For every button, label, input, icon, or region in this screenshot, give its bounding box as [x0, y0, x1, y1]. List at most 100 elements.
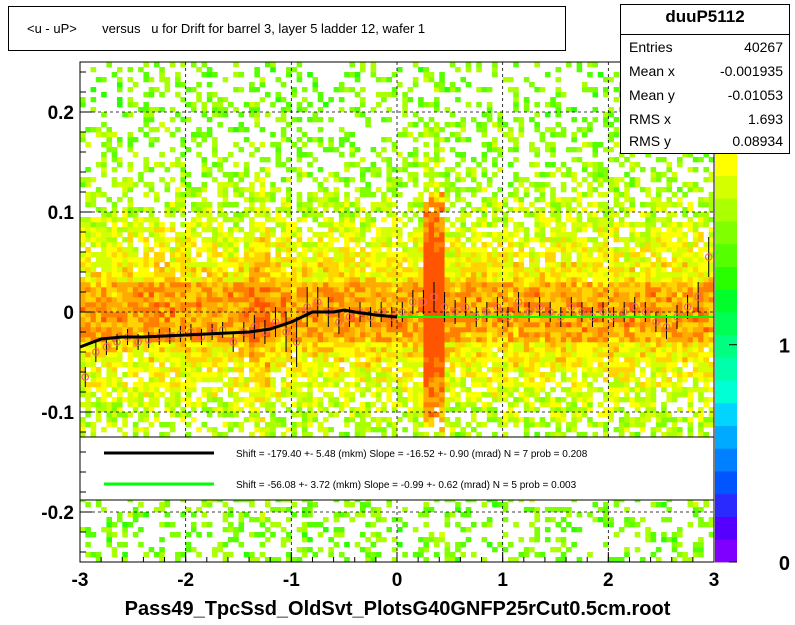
heatmap-cell: [201, 277, 208, 283]
heatmap-cell: [502, 367, 509, 373]
heatmap-cell: [101, 382, 107, 388]
heatmap-cell: [513, 402, 519, 408]
heatmap-cell: [439, 277, 445, 283]
heatmap-cell: [206, 72, 213, 78]
heatmap-cell: [423, 67, 429, 73]
heatmap-cell: [433, 207, 440, 213]
heatmap-cell: [507, 132, 514, 138]
heatmap-cell: [222, 312, 229, 318]
heatmap-cell: [460, 222, 466, 228]
heatmap-cell: [164, 127, 171, 133]
heatmap-cell: [275, 267, 282, 273]
heatmap-cell: [95, 557, 102, 563]
heatmap-cell: [175, 187, 181, 193]
heatmap-cell: [307, 227, 313, 233]
heatmap-cell: [381, 262, 387, 268]
heatmap-cell: [206, 297, 213, 303]
heatmap-cell: [307, 282, 313, 288]
heatmap-cell: [344, 327, 350, 333]
heatmap-cell: [143, 302, 149, 308]
heatmap-cell: [301, 372, 308, 378]
heatmap-cell: [227, 522, 234, 528]
heatmap-cell: [227, 412, 234, 418]
heatmap-cell: [354, 72, 361, 78]
heatmap-cell: [254, 122, 260, 128]
heatmap-cell: [317, 232, 324, 238]
heatmap-cell: [455, 257, 461, 263]
heatmap-cell: [370, 347, 377, 353]
heatmap-cell: [169, 162, 176, 168]
heatmap-cell: [264, 382, 271, 388]
heatmap-cell: [465, 422, 472, 428]
heatmap-cell: [238, 297, 245, 303]
heatmap-cell: [317, 402, 324, 408]
heatmap-cell: [397, 357, 403, 363]
heatmap-cell: [217, 242, 223, 248]
heatmap-cell: [370, 192, 377, 198]
heatmap-cell: [365, 332, 371, 338]
heatmap-cell: [428, 382, 435, 388]
heatmap-cell: [397, 337, 403, 343]
heatmap-cell: [122, 327, 128, 333]
heatmap-cell: [196, 92, 202, 98]
heatmap-cell: [291, 227, 297, 233]
heatmap-cell: [201, 372, 208, 378]
heatmap-cell: [175, 292, 181, 298]
heatmap-cell: [370, 72, 377, 78]
heatmap-cell: [185, 237, 192, 243]
heatmap-cell: [391, 92, 398, 98]
heatmap-cell: [312, 87, 319, 93]
heatmap-cell: [386, 302, 393, 308]
heatmap-cell: [259, 192, 266, 198]
heatmap-cell: [101, 387, 107, 393]
heatmap-cell: [523, 332, 530, 338]
heatmap-cell: [85, 237, 91, 243]
heatmap-cell: [180, 312, 186, 318]
heatmap-cell: [391, 432, 398, 438]
heatmap-cell: [264, 397, 271, 403]
heatmap-cell: [381, 432, 387, 438]
heatmap-cell: [365, 252, 371, 258]
heatmap-cell: [397, 527, 403, 533]
heatmap-cell: [116, 262, 123, 268]
heatmap-cell: [175, 82, 181, 88]
heatmap-cell: [338, 392, 345, 398]
heatmap-cell: [428, 232, 435, 238]
heatmap-cell: [217, 347, 223, 353]
heatmap-cell: [148, 307, 155, 313]
heatmap-cell: [291, 272, 297, 278]
heatmap-cell: [439, 197, 445, 203]
heatmap-cell: [386, 257, 393, 263]
heatmap-cell: [502, 342, 509, 348]
heatmap-cell: [433, 222, 440, 228]
heatmap-cell: [523, 227, 530, 233]
heatmap-cell: [180, 277, 186, 283]
heatmap-cell: [470, 192, 477, 198]
heatmap-cell: [296, 147, 303, 153]
heatmap-cell: [233, 377, 239, 383]
heatmap-cell: [370, 362, 377, 368]
heatmap-cell: [381, 327, 387, 333]
heatmap-cell: [132, 362, 139, 368]
heatmap-cell: [412, 112, 419, 118]
heatmap-cell: [375, 337, 382, 343]
heatmap-cell: [333, 277, 340, 283]
heatmap-cell: [238, 372, 245, 378]
heatmap-cell: [433, 182, 440, 188]
heatmap-cell: [259, 297, 266, 303]
heatmap-cell: [312, 372, 319, 378]
heatmap-cell: [492, 362, 498, 368]
heatmap-cell: [455, 347, 461, 353]
heatmap-cell: [301, 382, 308, 388]
heatmap-cell: [486, 177, 493, 183]
heatmap-cell: [85, 502, 91, 508]
heatmap-cell: [344, 247, 350, 253]
heatmap-cell: [423, 412, 429, 418]
heatmap-cell: [418, 102, 424, 108]
heatmap-cell: [196, 202, 202, 208]
heatmap-cell: [243, 167, 250, 173]
heatmap-cell: [238, 237, 245, 243]
heatmap-cell: [153, 417, 160, 423]
heatmap-cell: [492, 252, 498, 258]
heatmap-cell: [534, 212, 540, 218]
